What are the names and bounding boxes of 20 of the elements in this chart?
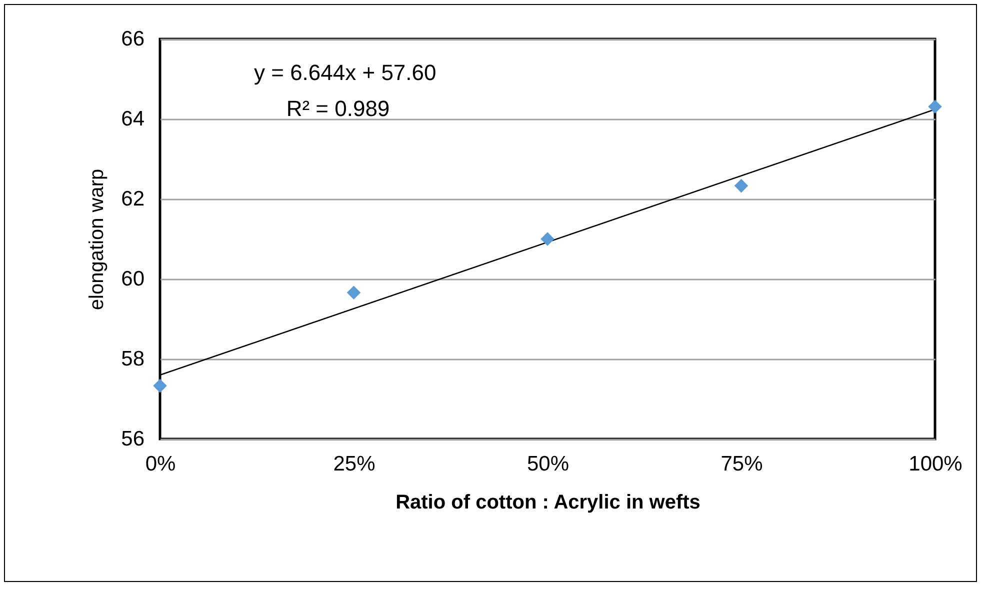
y-tick-label: 66 [121,28,144,50]
annotation: y = 6.644x + 57.60 [254,60,436,85]
point [346,286,361,300]
annotation: R² = 0.989 [286,96,390,121]
y-axis-title: elongation warp [86,168,108,310]
x-tick-label: 75% [720,452,763,476]
x-tick-label: 0% [145,452,176,476]
y-tick-label: 62 [121,188,144,210]
x-tick-label: 100% [908,452,962,476]
y-tick-label: 60 [121,268,144,290]
x-axis-title: Ratio of cotton : Acrylic in wefts [396,492,700,514]
y-tick-label: 56 [121,428,144,450]
point [734,178,748,193]
x-tick-label: 25% [333,452,376,476]
y-tick-label: 64 [121,108,145,130]
y-tick-label: 58 [121,348,144,370]
point [540,232,554,246]
point [928,100,942,114]
x-tick-label: 50% [526,452,570,476]
point [153,378,167,393]
